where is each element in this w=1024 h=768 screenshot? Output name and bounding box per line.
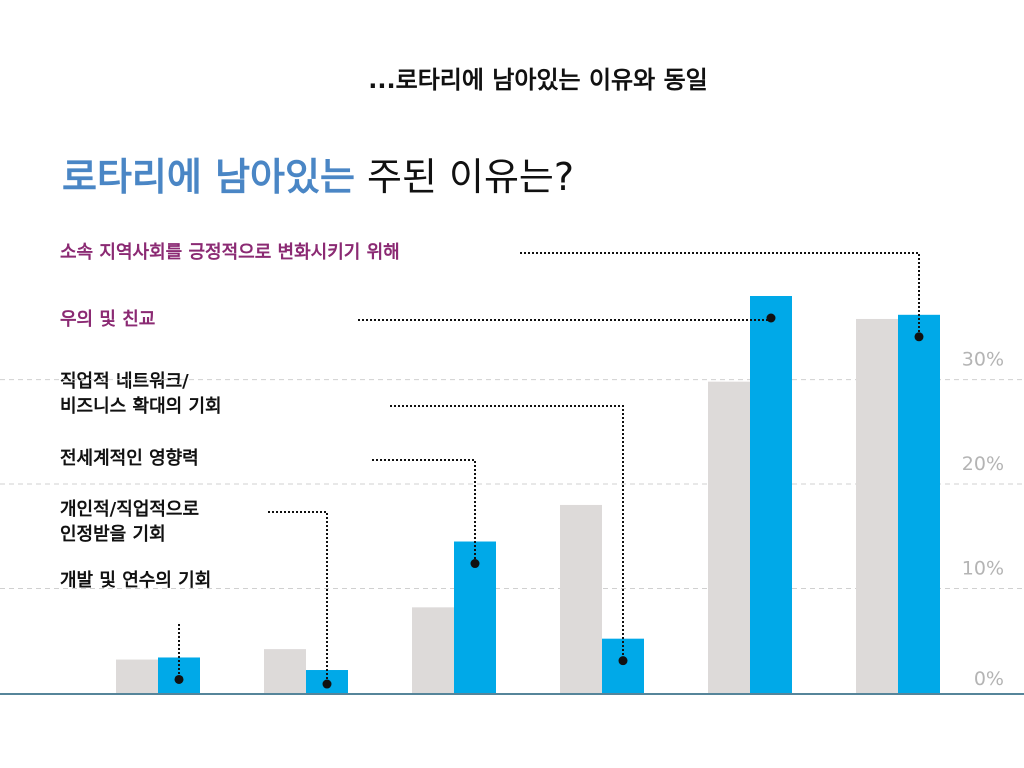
bar-reference xyxy=(708,381,750,693)
leader-line xyxy=(372,459,476,564)
y-tick-label: 20% xyxy=(962,453,1004,475)
bar-reference xyxy=(560,504,602,693)
y-tick-label: 30% xyxy=(962,349,1004,371)
label-line: 비즈니스 확대의 기회 xyxy=(60,396,222,417)
y-tick-label: 0% xyxy=(974,668,1004,690)
label-line: 소속 지역사회를 긍정적으로 변화시키기 위해 xyxy=(60,242,400,263)
bar-reference xyxy=(412,607,454,693)
y-tick-label: 10% xyxy=(962,558,1004,580)
bar-reference xyxy=(116,659,158,693)
slide-title: 로타리에 남아있는 주된 이유는? xyxy=(62,146,574,201)
leader-dot xyxy=(470,559,480,569)
label-line: 인정받을 기회 xyxy=(60,524,166,545)
leader-line xyxy=(520,252,920,337)
bar-reference xyxy=(856,318,898,693)
leader-dot xyxy=(914,332,924,342)
label-development: 개발 및 연수의 기회 xyxy=(60,568,211,593)
label-fellowship: 우의 및 친교 xyxy=(60,307,155,332)
label-community: 소속 지역사회를 긍정적으로 변화시키기 위해 xyxy=(60,240,400,265)
leader-dot xyxy=(766,313,776,323)
bar-reference xyxy=(264,649,306,693)
slide-title-rest: 주된 이유는? xyxy=(354,155,575,199)
leader-dot xyxy=(618,656,628,666)
label-line: 전세계적인 영향력 xyxy=(60,448,199,469)
leader-dot xyxy=(322,679,332,689)
label-line: 개발 및 연수의 기회 xyxy=(60,570,212,591)
bar-primary xyxy=(750,296,792,693)
leader-line xyxy=(358,318,772,321)
slide-subtitle: ...로타리에 남아있는 이유와 동일 xyxy=(368,66,708,94)
label-networking: 직업적 네트워크/비즈니스 확대의 기회 xyxy=(60,369,222,419)
leader-line xyxy=(390,405,624,661)
label-line: 우의 및 친교 xyxy=(60,309,156,330)
bar-primary xyxy=(602,638,644,693)
slide-title-highlight: 로타리에 남아있는 xyxy=(62,155,355,199)
label-line: 직업적 네트워크/ xyxy=(60,371,189,392)
label-line: 개인적/직업적으로 xyxy=(60,499,200,520)
leader-line xyxy=(268,511,328,685)
leader-dot xyxy=(174,674,184,684)
label-global-impact: 전세계적인 영향력 xyxy=(60,446,199,471)
bar-primary xyxy=(898,314,940,693)
